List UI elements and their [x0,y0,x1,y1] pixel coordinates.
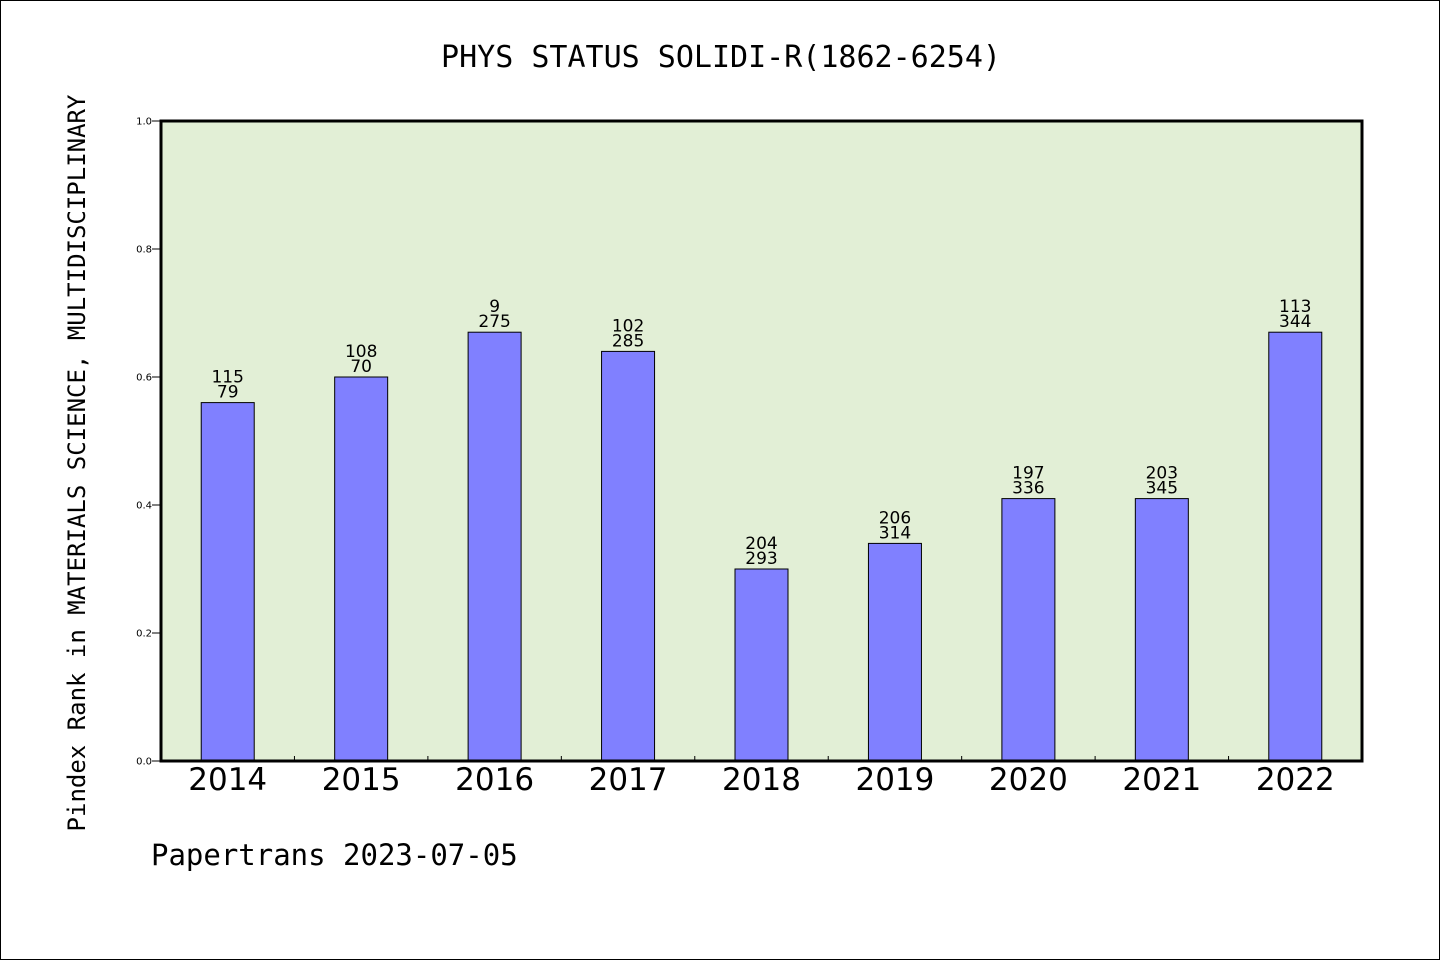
y-axis: 0.0 0.2 0.4 0.6 0.8 1.0 [136,117,161,768]
y-axis-label: Pindex Rank in MATERIALS SCIENCE, MULTID… [63,94,91,831]
bar-2016 [467,331,522,762]
bar-label-bottom: 293 [745,549,777,569]
bar-label-top: 115 [211,368,243,388]
x-tick-label: 2014 [188,762,267,798]
bar-label-top: 108 [345,342,377,362]
bar-label-bottom: 275 [478,312,510,332]
x-axis: 2014 2015 2016 2017 2018 2019 2020 2021 2022 [188,756,1335,798]
x-tick-label: 2015 [322,762,401,798]
bar-label-top: 203 [1146,464,1178,484]
bar-2015 [334,376,389,762]
plot-frame [159,119,1364,763]
bar-2019 [867,542,922,762]
bar-label-top: 206 [879,508,911,528]
bar-label-bottom: 344 [1279,312,1311,332]
bars-layer [200,331,1323,762]
bar-2020 [1001,498,1056,762]
x-tick-label: 2017 [589,762,668,798]
bar-label-bottom: 70 [350,357,372,377]
bar-label-top: 9 [489,297,500,317]
bar-2021 [1134,498,1189,762]
x-tick-label: 2022 [1256,762,1335,798]
x-tick-label: 2019 [855,762,934,798]
y-tick-label: 0.6 [136,373,152,384]
bar-label-top: 204 [745,534,777,554]
bar-label-bottom: 285 [612,331,644,351]
bar-label-top: 102 [612,316,644,336]
x-tick-label: 2018 [722,762,801,798]
bar-label-top: 197 [1012,464,1044,484]
y-tick-label: 0.0 [136,757,152,768]
bar-2014 [200,402,255,762]
bar-2018 [734,568,789,762]
y-tick-label: 1.0 [136,117,152,128]
bar-2017 [601,350,656,762]
x-tick-label: 2021 [1122,762,1201,798]
x-tick-label: 2020 [989,762,1068,798]
bar-label-bottom: 79 [217,383,239,403]
y-tick-label: 0.2 [136,629,152,640]
bar-2022 [1268,331,1323,762]
bar-label-bottom: 336 [1012,479,1044,499]
chart-title: PHYS STATUS SOLIDI-R(1862-6254) [441,40,1001,75]
y-tick-label: 0.8 [136,245,152,256]
bar-label-bottom: 345 [1146,479,1178,499]
x-tick-label: 2016 [455,762,534,798]
bar-label-top: 113 [1279,297,1311,317]
footer-text: Papertrans 2023-07-05 [151,838,518,872]
y-tick-label: 0.4 [136,501,152,512]
bar-label-bottom: 314 [879,523,911,543]
